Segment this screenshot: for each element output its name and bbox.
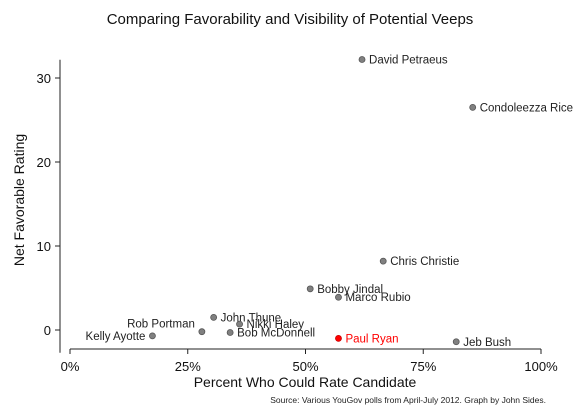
x-tick-label: 0%	[61, 359, 80, 374]
point-label: David Petraeus	[369, 55, 448, 67]
data-point	[198, 328, 206, 336]
x-tick-label: 25%	[175, 359, 201, 374]
x-axis-label: Percent Who Could Rate Candidate	[194, 374, 417, 390]
data-point	[149, 332, 156, 340]
data-point	[469, 104, 477, 111]
plot-area: David Petraeus Condoleezza Rice Chris Chri…	[86, 55, 574, 349]
data-point	[379, 257, 387, 265]
data-point	[306, 285, 314, 293]
point-label: Bob McDonnell	[237, 328, 315, 340]
y-ticks: 0 10 20 30	[37, 71, 60, 338]
point-label: Chris Christie	[390, 256, 459, 268]
point-label: Rob Portman	[127, 319, 195, 331]
x-tick-label: 100%	[524, 359, 558, 374]
data-point	[236, 320, 243, 328]
y-tick-label: 10	[37, 239, 51, 254]
data-point	[210, 313, 218, 321]
y-tick-label: 30	[37, 71, 51, 86]
point-label: Bobby Jindal	[317, 284, 383, 296]
source-note: Source: Various YouGov polls from April-…	[270, 395, 546, 405]
y-tick-label: 20	[37, 155, 51, 170]
data-point	[335, 334, 342, 342]
x-axis: 0% 25% 50% 75% 100%	[61, 348, 558, 374]
data-point	[335, 293, 342, 301]
point-label: John Thune	[221, 312, 282, 324]
point-label: Kelly Ayotte	[86, 331, 146, 343]
y-axis: 0 10 20 30	[37, 59, 61, 353]
point-label: Condoleezza Rice	[480, 102, 573, 114]
point-label: Nikki Haley	[247, 319, 305, 331]
point-label: Jeb Bush	[463, 337, 511, 349]
y-axis-label: Net Favorable Rating	[11, 134, 27, 266]
x-tick-label: 75%	[410, 359, 436, 374]
data-point	[358, 56, 366, 63]
data-point	[226, 329, 234, 336]
point-label: Paul Ryan	[345, 333, 398, 345]
y-tick-label: 0	[44, 323, 51, 338]
chart-title: Comparing Favorability and Visibility of…	[107, 11, 474, 28]
point-label: Marco Rubio	[345, 292, 410, 304]
x-ticks: 0% 25% 50% 75% 100%	[61, 349, 558, 374]
x-tick-label: 50%	[292, 359, 318, 374]
data-point	[452, 338, 460, 346]
